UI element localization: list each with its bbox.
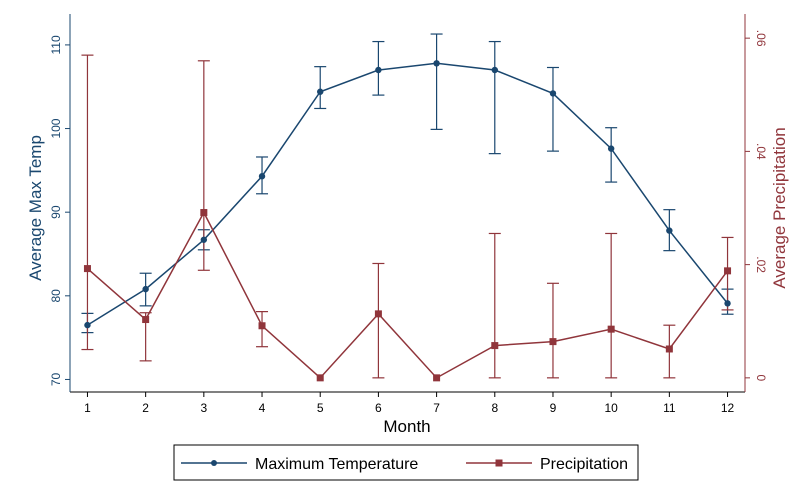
- data-point-temperature: [491, 66, 498, 74]
- errorbar-layer: [81, 33, 734, 379]
- y-tick-label-left: 110: [49, 35, 63, 54]
- data-point-temperature: [375, 66, 382, 74]
- x-tick-label: 10: [604, 401, 618, 415]
- data-point-temperature: [84, 321, 91, 329]
- x-tick-label: 4: [259, 401, 266, 415]
- x-tick-label: 12: [721, 401, 735, 415]
- legend-marker-temperature: [211, 460, 217, 466]
- x-tick-label: 11: [663, 401, 676, 415]
- x-tick-label: 7: [433, 401, 440, 415]
- x-tick-label: 3: [200, 401, 207, 415]
- data-point-precipitation: [83, 265, 91, 273]
- legend-box: [173, 444, 639, 481]
- y-tick-label-left: 90: [49, 205, 63, 219]
- y-tick-label-left: 70: [49, 372, 63, 386]
- legend: Maximum Temperature Precipitation: [173, 444, 639, 481]
- data-point-precipitation: [607, 325, 615, 333]
- y-tick-label-right: .04: [754, 143, 768, 160]
- y-axis-label-left: Average Max Temp: [26, 135, 45, 281]
- data-point-precipitation: [433, 374, 441, 382]
- data-point-precipitation: [258, 322, 266, 330]
- data-point-temperature: [607, 145, 615, 152]
- data-point-temperature: [258, 173, 266, 180]
- legend-marker-precipitation: [495, 459, 503, 467]
- x-axis-label: Month: [383, 417, 430, 436]
- data-point-precipitation: [491, 342, 499, 350]
- data-point-temperature: [666, 227, 673, 234]
- x-tick-label: 8: [491, 401, 498, 415]
- data-point-temperature: [433, 60, 440, 67]
- y-axis-label-right: Average Precipitation: [770, 127, 789, 288]
- data-point-precipitation: [200, 209, 208, 217]
- series-line-precipitation: [86, 210, 729, 379]
- y-tick-label-right: 0: [754, 375, 768, 382]
- x-tick-label: 5: [317, 401, 324, 415]
- data-point-temperature: [142, 285, 149, 293]
- data-point-precipitation: [549, 338, 557, 346]
- legend-label-temperature: Maximum Temperature: [255, 456, 418, 473]
- data-point-precipitation: [316, 374, 324, 382]
- data-point-temperature: [724, 300, 731, 307]
- y-tick-label-left: 100: [49, 118, 63, 138]
- x-tick-label: 2: [142, 401, 149, 415]
- x-tick-label: 9: [550, 401, 557, 415]
- series-layer: [86, 62, 729, 379]
- data-point-precipitation: [665, 345, 673, 353]
- marker-layer: [83, 60, 732, 382]
- x-tick-label: 6: [375, 401, 382, 415]
- data-point-precipitation: [724, 267, 732, 275]
- y-tick-label-right: .02: [754, 256, 768, 273]
- data-point-precipitation: [374, 310, 382, 318]
- legend-label-precipitation: Precipitation: [540, 456, 628, 473]
- data-point-precipitation: [142, 316, 150, 324]
- data-point-temperature: [200, 236, 208, 243]
- y-tick-label-left: 80: [49, 289, 63, 303]
- data-point-temperature: [549, 90, 557, 97]
- x-tick-label: 1: [84, 401, 91, 415]
- y-tick-label-right: .06: [754, 30, 768, 47]
- data-point-temperature: [317, 88, 324, 95]
- series-line-temperature: [87, 62, 729, 326]
